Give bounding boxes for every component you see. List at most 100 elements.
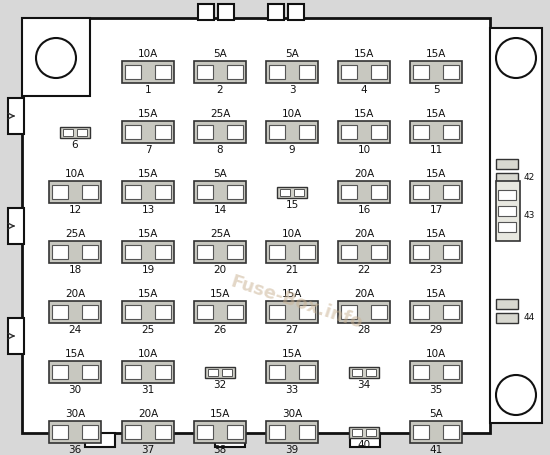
- Bar: [496, 173, 518, 183]
- Bar: [443, 125, 459, 139]
- Text: 9: 9: [289, 145, 295, 155]
- Text: 20A: 20A: [138, 409, 158, 419]
- Bar: [496, 159, 518, 169]
- Text: 15A: 15A: [426, 109, 446, 119]
- Text: 15A: 15A: [426, 229, 446, 239]
- Bar: [496, 313, 518, 323]
- Bar: [82, 185, 98, 199]
- Text: 10A: 10A: [65, 169, 85, 179]
- Bar: [49, 181, 101, 203]
- Bar: [82, 245, 98, 259]
- Bar: [208, 369, 218, 375]
- Bar: [82, 365, 98, 379]
- Text: 15A: 15A: [210, 289, 230, 299]
- Bar: [443, 245, 459, 259]
- Text: 26: 26: [213, 325, 227, 335]
- Text: 18: 18: [68, 265, 81, 275]
- Bar: [410, 301, 462, 323]
- Bar: [299, 245, 315, 259]
- Bar: [410, 61, 462, 83]
- Bar: [288, 4, 304, 20]
- Text: 30A: 30A: [65, 409, 85, 419]
- Text: 10A: 10A: [426, 349, 446, 359]
- Text: 10A: 10A: [138, 49, 158, 59]
- Bar: [443, 305, 459, 319]
- Text: 5A: 5A: [285, 49, 299, 59]
- Bar: [269, 65, 285, 79]
- Bar: [413, 245, 429, 259]
- Text: 37: 37: [141, 445, 155, 455]
- Text: 10A: 10A: [282, 109, 302, 119]
- Bar: [122, 361, 174, 383]
- Bar: [299, 65, 315, 79]
- Bar: [413, 185, 429, 199]
- Text: 39: 39: [285, 445, 299, 455]
- Text: 3: 3: [289, 85, 295, 95]
- Text: 20A: 20A: [354, 289, 374, 299]
- Bar: [338, 61, 390, 83]
- Text: 36: 36: [68, 445, 81, 455]
- Bar: [371, 245, 387, 259]
- Bar: [197, 305, 213, 319]
- Bar: [122, 301, 174, 323]
- Bar: [338, 241, 390, 263]
- Bar: [122, 181, 174, 203]
- Bar: [490, 28, 542, 423]
- Bar: [496, 299, 518, 309]
- Bar: [341, 245, 357, 259]
- Bar: [125, 365, 141, 379]
- Bar: [222, 369, 232, 375]
- Bar: [155, 425, 171, 439]
- Text: 13: 13: [141, 205, 155, 215]
- Bar: [413, 305, 429, 319]
- Bar: [268, 4, 284, 20]
- Bar: [269, 305, 285, 319]
- Text: 44: 44: [524, 313, 535, 323]
- Bar: [227, 125, 243, 139]
- Text: 6: 6: [72, 140, 78, 150]
- Bar: [227, 305, 243, 319]
- Bar: [280, 188, 290, 196]
- Text: 33: 33: [285, 385, 299, 395]
- Bar: [227, 65, 243, 79]
- Text: 1: 1: [145, 85, 151, 95]
- Bar: [63, 128, 73, 136]
- Bar: [122, 121, 174, 143]
- Bar: [371, 305, 387, 319]
- Text: 5A: 5A: [213, 169, 227, 179]
- Bar: [443, 365, 459, 379]
- Text: 20A: 20A: [65, 289, 85, 299]
- Bar: [122, 241, 174, 263]
- Bar: [266, 301, 318, 323]
- Bar: [125, 185, 141, 199]
- Bar: [49, 301, 101, 323]
- Text: 21: 21: [285, 265, 299, 275]
- Bar: [155, 365, 171, 379]
- Text: 14: 14: [213, 205, 227, 215]
- Text: 25: 25: [141, 325, 155, 335]
- Bar: [52, 305, 68, 319]
- Bar: [82, 425, 98, 439]
- Text: 4: 4: [361, 85, 367, 95]
- Text: 5A: 5A: [429, 409, 443, 419]
- Bar: [155, 245, 171, 259]
- Text: 15A: 15A: [210, 409, 230, 419]
- Text: 20: 20: [213, 265, 227, 275]
- Bar: [49, 421, 101, 443]
- Text: 15A: 15A: [138, 289, 158, 299]
- Text: 20A: 20A: [354, 229, 374, 239]
- Bar: [341, 185, 357, 199]
- Bar: [194, 241, 246, 263]
- Bar: [22, 18, 90, 96]
- Text: 42: 42: [524, 173, 535, 182]
- Text: 30A: 30A: [282, 409, 302, 419]
- Bar: [338, 121, 390, 143]
- Text: 41: 41: [430, 445, 443, 455]
- Text: 25A: 25A: [210, 229, 230, 239]
- Text: 15A: 15A: [138, 229, 158, 239]
- Text: 15A: 15A: [426, 169, 446, 179]
- Bar: [366, 429, 376, 435]
- Text: 15A: 15A: [282, 289, 302, 299]
- Text: 7: 7: [145, 145, 151, 155]
- Text: 17: 17: [430, 205, 443, 215]
